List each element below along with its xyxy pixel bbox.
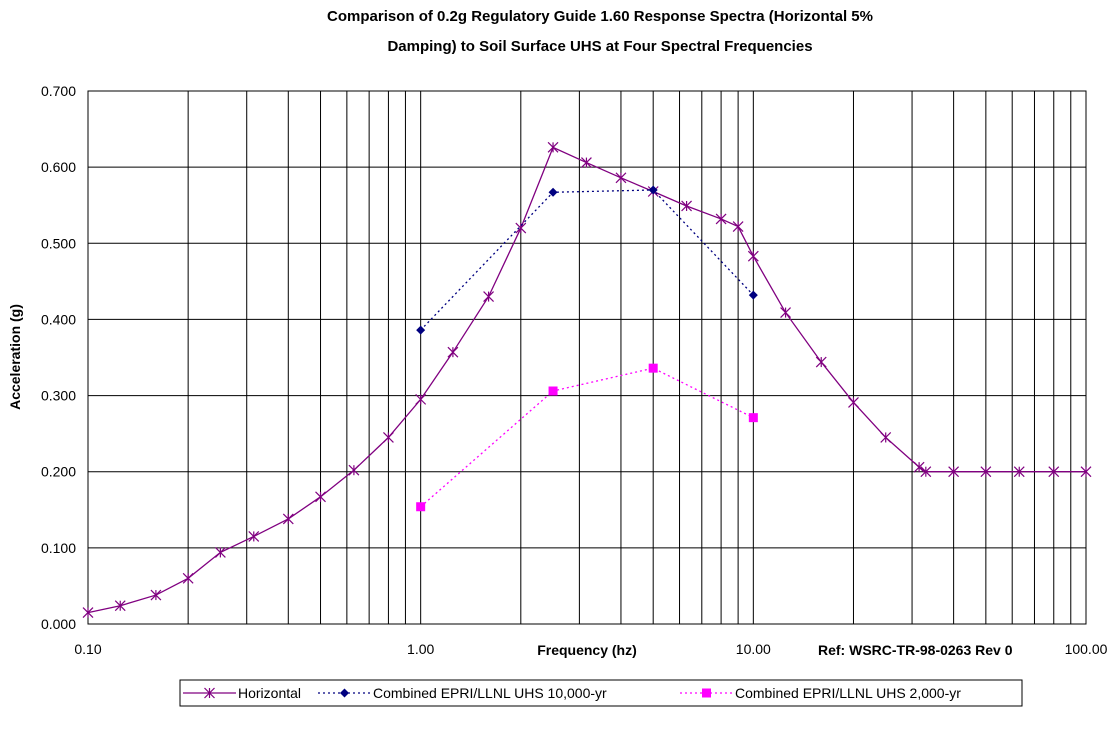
y-tick-label: 0.500	[41, 235, 76, 251]
series-3-point	[416, 502, 426, 512]
series-1-point	[581, 157, 592, 168]
chart-title-line-2: Damping) to Soil Surface UHS at Four Spe…	[387, 38, 812, 55]
series-1-point	[515, 222, 527, 234]
series-3-line	[420, 367, 754, 508]
series-1-point	[182, 572, 194, 584]
series-3-point	[648, 363, 658, 373]
series-1-point	[315, 491, 326, 503]
series-1-point	[150, 589, 162, 601]
series-1-point	[1080, 466, 1092, 478]
legend: Horizontal Combined EPRI/LLNL UHS 10,000-…	[179, 679, 1023, 707]
legend-items: Horizontal Combined EPRI/LLNL UHS 10,000-…	[183, 685, 961, 701]
series-3	[416, 363, 758, 512]
legend-item-1: Horizontal	[183, 685, 301, 701]
legend-marker	[702, 688, 711, 698]
series-2-line	[420, 189, 754, 331]
legend-label: Horizontal	[238, 685, 301, 701]
series-1-point	[715, 213, 727, 225]
series-1-point	[980, 466, 992, 478]
series-1-point	[415, 393, 427, 405]
x-tick-label: 0.10	[74, 641, 101, 657]
y-tick-label: 0.200	[41, 464, 76, 480]
series-1-point	[547, 141, 559, 153]
series-1-point	[483, 291, 494, 303]
reference-annotation: Ref: WSRC-TR-98-0263 Rev 0	[818, 642, 1013, 658]
series-1-point	[447, 346, 459, 358]
series-1-point	[815, 356, 827, 368]
legend-item-2: Combined EPRI/LLNL UHS 10,000-yr	[318, 685, 607, 701]
series-1-point	[681, 200, 693, 212]
chart-title-line-1: Comparison of 0.2g Regulatory Guide 1.60…	[327, 8, 873, 25]
series-1-point	[948, 466, 960, 478]
y-tick-label: 0.300	[41, 388, 76, 404]
series-1-point	[615, 172, 627, 184]
series-1-point	[920, 466, 932, 478]
series-1-point	[848, 397, 859, 408]
series-2-point	[648, 185, 658, 195]
y-tick-label: 0.700	[41, 83, 76, 99]
legend-item-3: Combined EPRI/LLNL UHS 2,000-yr	[680, 685, 961, 701]
series-1-point	[282, 513, 294, 525]
series-1-point	[383, 432, 394, 443]
series-3-point	[748, 413, 758, 423]
series-2-point	[548, 187, 558, 197]
series-1-point	[214, 547, 226, 558]
series-1-point	[248, 531, 260, 542]
legend-label: Combined EPRI/LLNL UHS 10,000-yr	[373, 685, 607, 701]
series-1-point	[1013, 466, 1025, 478]
series-1-point	[780, 307, 791, 318]
plot-area-border	[87, 90, 1087, 625]
series-1-point	[348, 464, 360, 476]
grid	[87, 90, 1086, 625]
series-2-point	[748, 290, 758, 300]
y-tick-label: 0.100	[41, 540, 76, 556]
series-1-point	[1048, 466, 1060, 478]
legend-label: Combined EPRI/LLNL UHS 2,000-yr	[735, 685, 961, 701]
series-layer	[82, 141, 1092, 619]
series-1-point	[747, 250, 759, 262]
tick-labels: 0.000 0.100 0.200 0.300 0.400 0.500 0.600 0.700…	[41, 83, 1108, 657]
x-tick-label: 10.00	[736, 641, 771, 657]
y-tick-label: 0.600	[41, 159, 76, 175]
series-1-point	[114, 600, 126, 612]
x-tick-label: 100.00	[1065, 641, 1108, 657]
legend-box	[179, 679, 1023, 707]
y-axis-label: Acceleration (g)	[7, 304, 23, 410]
series-1-point	[913, 461, 925, 473]
y-tick-label: 0.000	[41, 616, 76, 632]
series-1-line	[87, 146, 1086, 614]
series-2-point	[416, 325, 426, 335]
series-1-point	[880, 432, 892, 443]
series-3-point	[548, 386, 558, 396]
x-tick-label: 1.00	[407, 641, 434, 657]
series-1-point	[82, 607, 94, 619]
legend-marker	[340, 688, 349, 698]
y-tick-label: 0.400	[41, 311, 76, 327]
series-1-point	[732, 221, 744, 232]
series-1	[82, 141, 1092, 619]
x-axis-label: Frequency (hz)	[537, 642, 637, 658]
legend-marker	[204, 687, 215, 699]
series-2	[416, 185, 758, 335]
